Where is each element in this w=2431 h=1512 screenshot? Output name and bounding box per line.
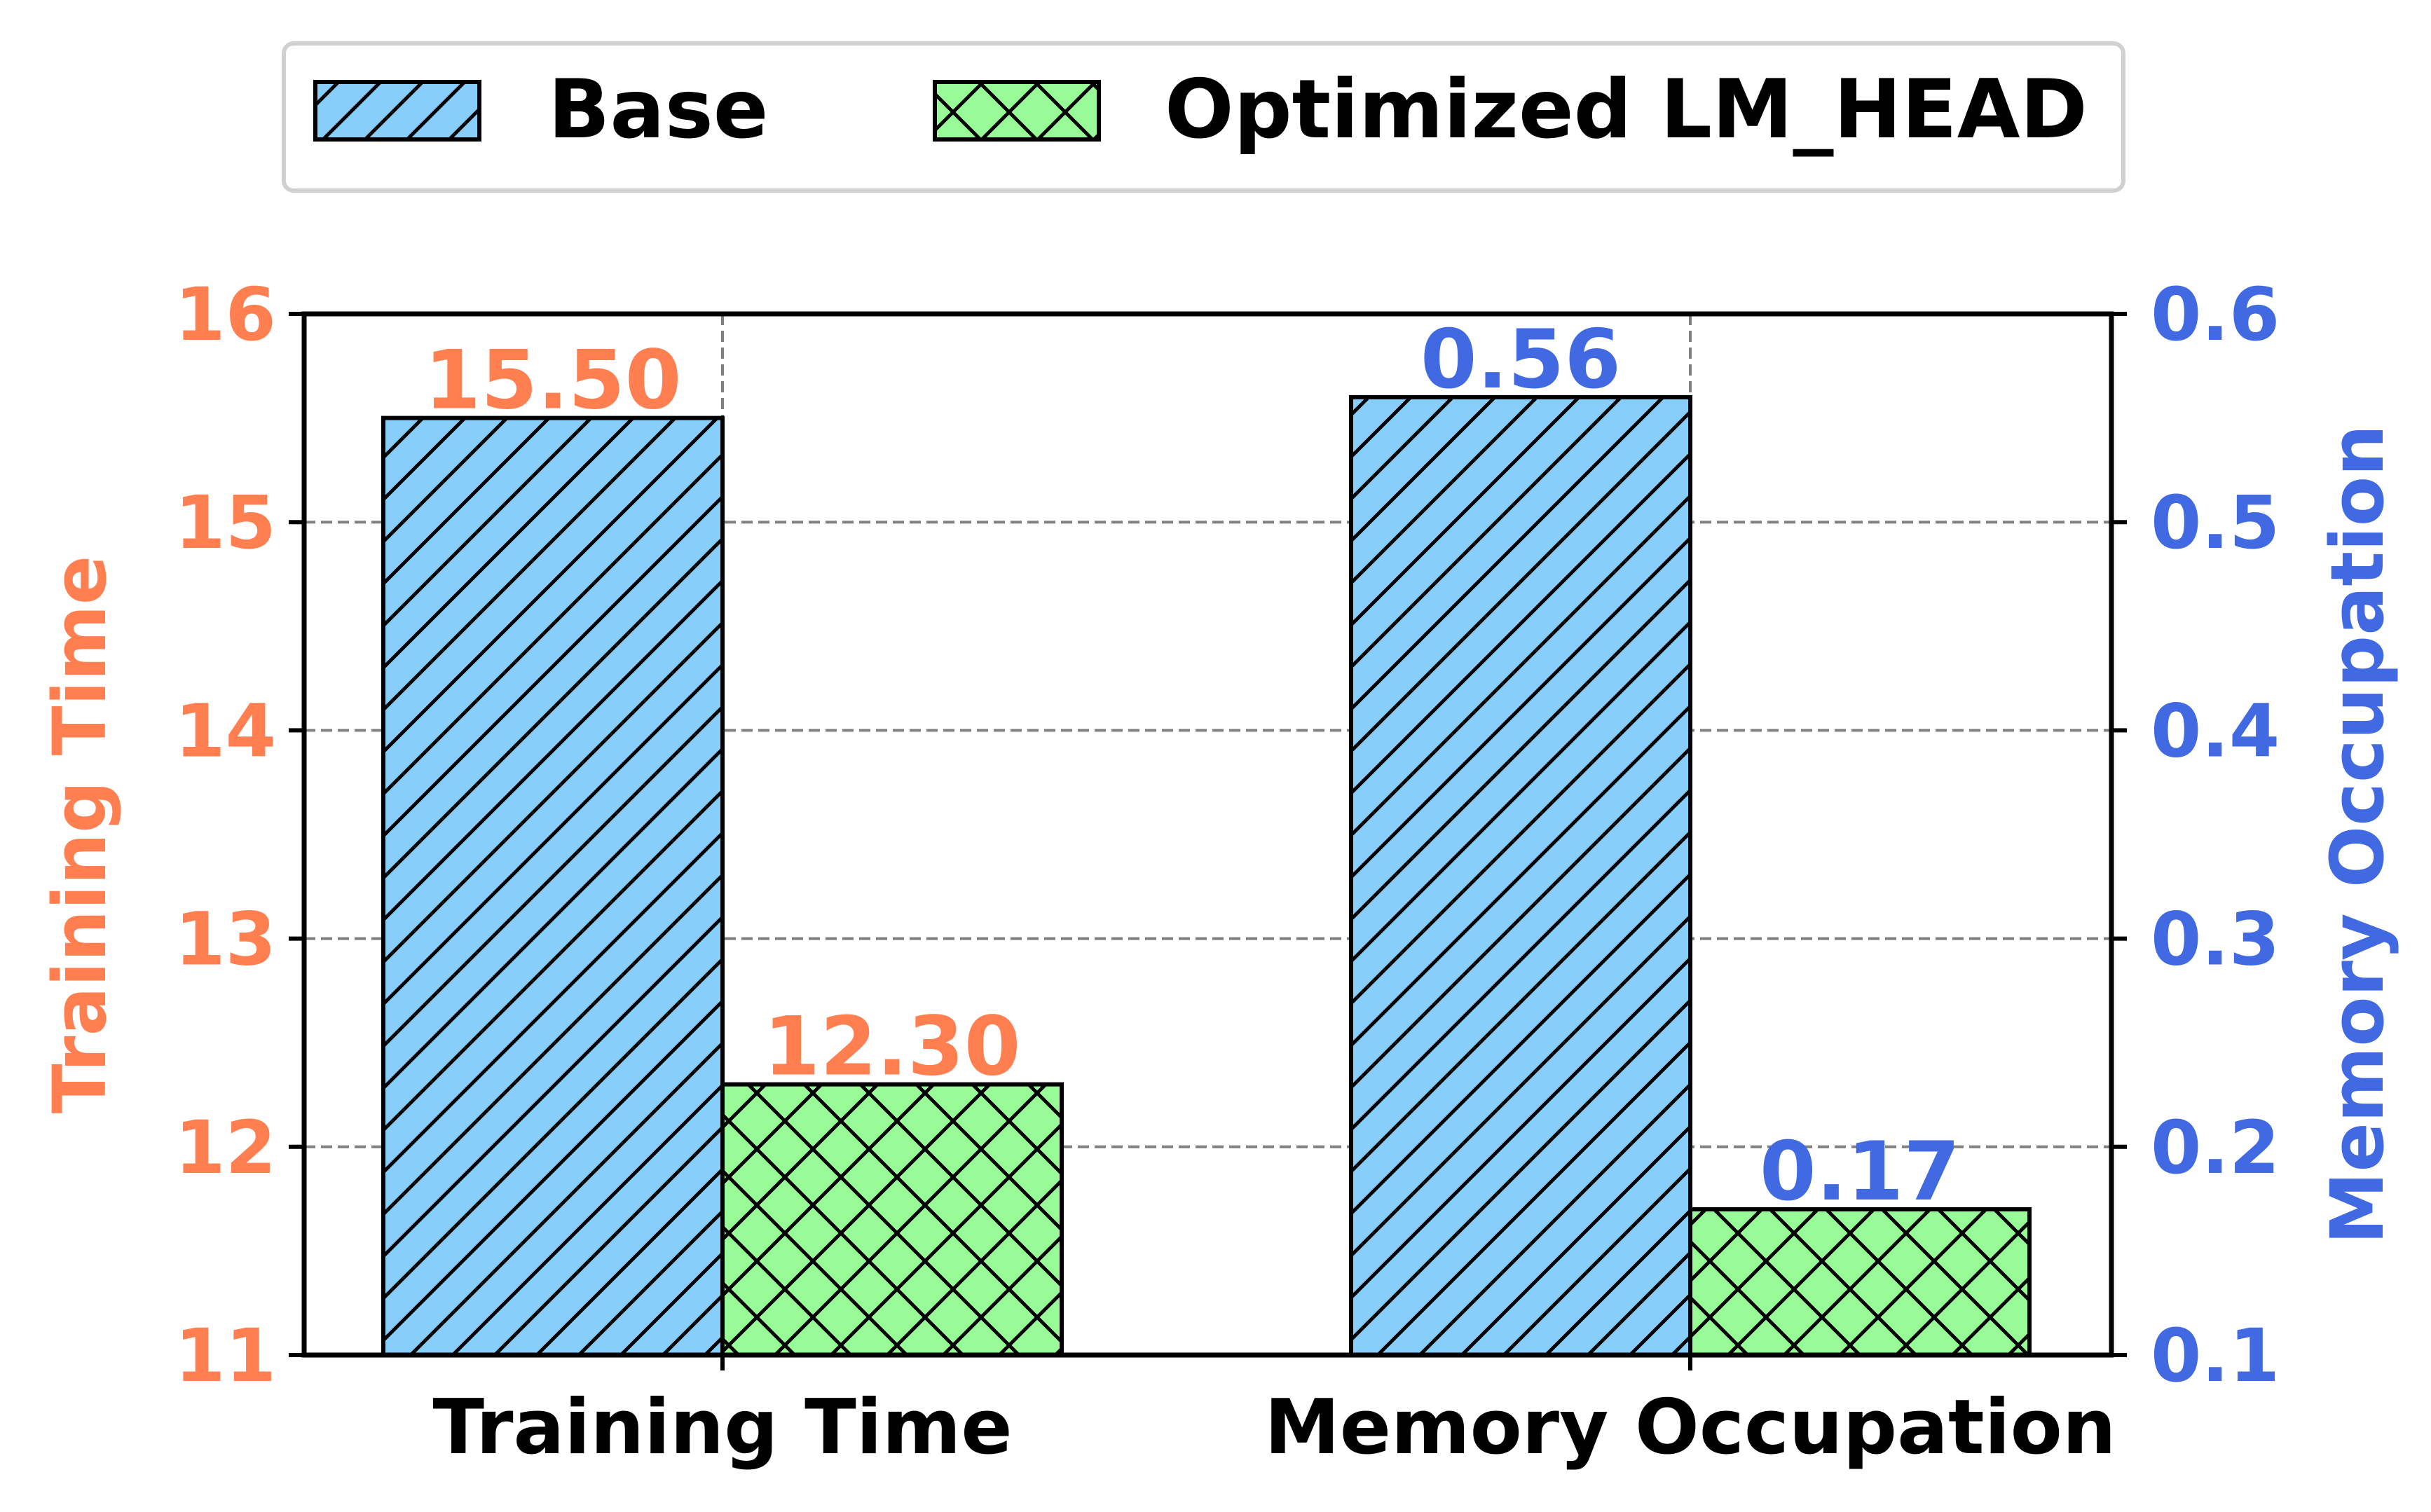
left-tick-label: 11 [174, 1313, 276, 1398]
bar-hatch-optimized-0 [720, 1082, 1064, 1357]
right-axis-title: Memory Occupation [2315, 425, 2400, 1244]
right-tick-label: 0.4 [2151, 688, 2280, 774]
legend-swatch-hatch-1 [933, 80, 1101, 142]
data-label-base-0: 15.50 [425, 334, 682, 428]
data-label-optimized-1: 0.17 [1760, 1125, 1960, 1219]
right-tick-label: 0.3 [2151, 897, 2280, 982]
data-labels: 15.50 12.30 0.56 0.17 [425, 312, 1961, 1219]
legend-label-base: Base [548, 62, 768, 157]
bar-hatch-base-1 [1349, 394, 1692, 1357]
data-label-base-1: 0.56 [1420, 312, 1621, 407]
right-tick-label: 0.6 [2151, 272, 2280, 357]
left-tick-label: 12 [174, 1105, 276, 1190]
left-axis-ticks: 11 12 13 14 15 16 [174, 272, 304, 1398]
right-axis-ticks: 0.1 0.2 0.3 0.4 0.5 0.6 [2111, 272, 2280, 1398]
bar-hatch-base-0 [381, 415, 725, 1357]
bars [381, 394, 2032, 1357]
x-axis-ticks: Training Time Memory Occupation [432, 1355, 2116, 1471]
right-tick-label: 0.1 [2151, 1313, 2280, 1398]
legend-swatch-hatch-0 [313, 80, 481, 142]
x-tick-label: Training Time [432, 1384, 1012, 1471]
plot-frame [301, 311, 2114, 1358]
bar-hatch-optimized-1 [1688, 1207, 2032, 1357]
legend: Base Optimized LM_HEAD [282, 41, 2125, 193]
right-tick-label: 0.2 [2151, 1105, 2280, 1190]
right-tick-label: 0.5 [2151, 480, 2280, 565]
left-tick-label: 14 [174, 688, 276, 774]
legend-frame [282, 41, 2125, 193]
left-tick-label: 16 [174, 272, 276, 357]
x-tick-label: Memory Occupation [1264, 1384, 2116, 1471]
left-tick-label: 13 [174, 897, 276, 982]
data-label-optimized-0: 12.30 [764, 1000, 1021, 1094]
left-tick-label: 15 [174, 480, 276, 565]
legend-label-optimized: Optimized LM_HEAD [1165, 62, 2088, 157]
left-axis-title: Training Time [37, 556, 123, 1114]
